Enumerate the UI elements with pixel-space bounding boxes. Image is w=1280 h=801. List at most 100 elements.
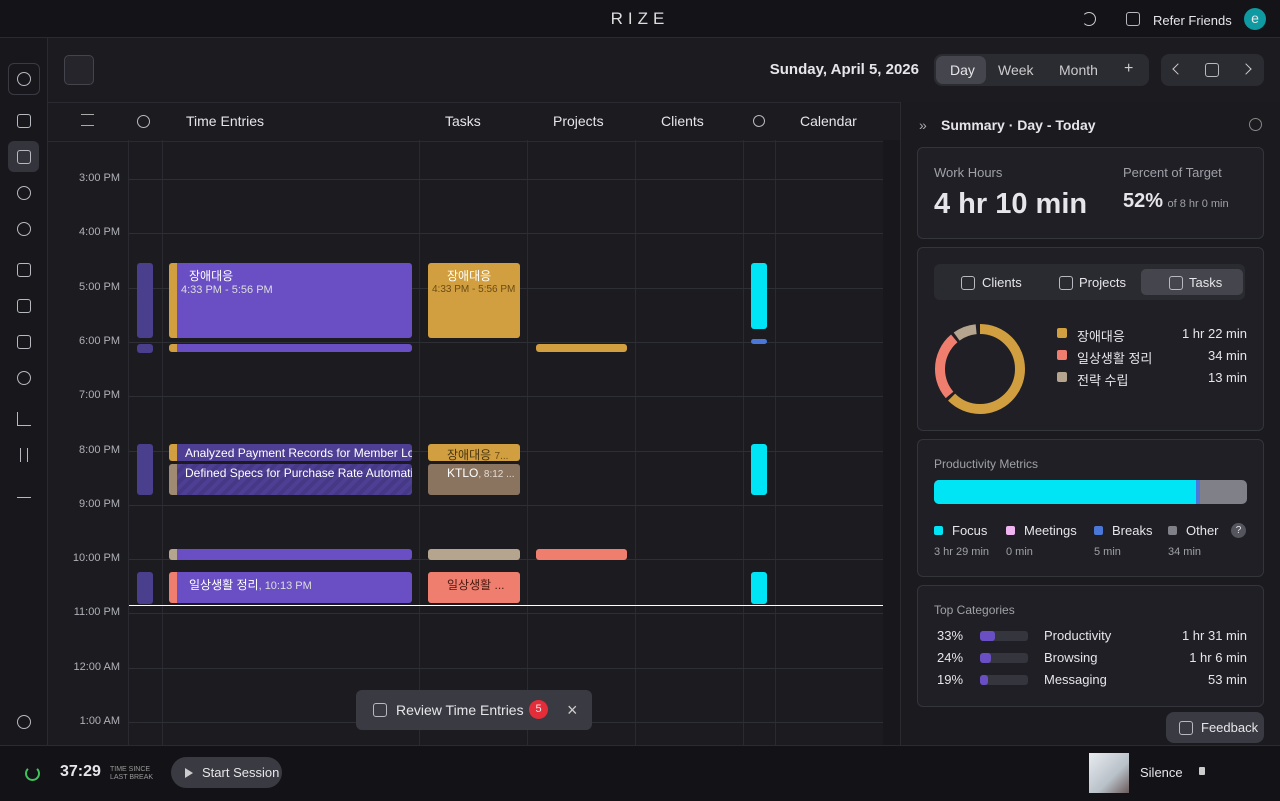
column-projects[interactable]: Projects: [553, 113, 604, 129]
task[interactable]: 일상생활 ...: [428, 572, 520, 603]
time-entry[interactable]: Defined Specs for Purchase Rate Automati: [169, 464, 412, 495]
column-calendar[interactable]: Calendar: [800, 113, 857, 129]
review-label: Review Time Entries: [396, 702, 524, 718]
metric-name: Other: [1186, 523, 1219, 538]
tab-active: [1141, 269, 1243, 295]
filter-button[interactable]: [64, 55, 94, 85]
time-entry[interactable]: [169, 549, 412, 560]
avatar[interactable]: e: [1244, 8, 1266, 30]
task-title-text: KTLO: [447, 466, 479, 480]
music-title: Silence: [1140, 765, 1183, 780]
project: [536, 344, 627, 352]
start-session[interactable]: Start Session: [171, 757, 282, 788]
time-entry[interactable]: Analyzed Payment Records for Member Lo: [169, 444, 412, 461]
category-time: 1 hr 31 min: [1181, 628, 1247, 643]
menu-icon[interactable]: [81, 114, 94, 126]
volume-icon[interactable]: [1199, 767, 1205, 775]
metric-time: 3 hr 29 min: [934, 546, 990, 558]
time-label: 3:00 PM: [79, 172, 120, 184]
current-time-line: [129, 605, 883, 606]
power-icon[interactable]: [25, 766, 40, 781]
nav-icon[interactable]: [17, 412, 31, 426]
nav-icon[interactable]: [17, 484, 31, 498]
nav-icon[interactable]: [17, 114, 31, 128]
entry-time: 4:33 PM - 5:56 PM: [181, 284, 273, 296]
tab-projects[interactable]: Projects: [1079, 275, 1126, 290]
category-track: [980, 631, 1028, 641]
task[interactable]: [428, 549, 520, 560]
help[interactable]: ?: [1231, 523, 1246, 538]
nav-calendar-active[interactable]: [8, 141, 39, 172]
nav-icon[interactable]: [17, 371, 31, 385]
swatch: [1168, 526, 1177, 535]
view-day[interactable]: Day: [950, 62, 975, 78]
task-time: , 8:12 ...: [478, 469, 515, 480]
nav-icon[interactable]: [17, 150, 31, 164]
view-month[interactable]: Month: [1059, 62, 1098, 78]
feedback-icon: [1179, 721, 1193, 735]
task-time: 4:33 PM - 5:56 PM: [432, 284, 516, 295]
column-tasks[interactable]: Tasks: [445, 113, 481, 129]
task-title: KTLO, 8:12 ...: [447, 466, 514, 480]
metrics-card: Productivity Metrics Focus 3 hr 29 min M…: [917, 439, 1264, 577]
category-track: [980, 653, 1028, 663]
column-time-entries[interactable]: Time Entries: [186, 113, 265, 129]
add-view[interactable]: +: [1124, 60, 1134, 77]
column-clients[interactable]: Clients: [661, 113, 704, 129]
nav-icon[interactable]: [20, 448, 28, 462]
start-label: Start Session: [202, 765, 280, 780]
time-entry[interactable]: 일상생활 정리, 10:13 PM: [169, 572, 412, 603]
feedback-button[interactable]: Feedback: [1166, 712, 1264, 743]
close-toast[interactable]: ×: [567, 700, 578, 720]
tab-tasks[interactable]: Tasks: [1189, 275, 1223, 290]
column-divider: [419, 140, 420, 745]
nav-profile[interactable]: [8, 63, 40, 95]
entry-title: Defined Specs for Purchase Rate Automati: [185, 466, 412, 480]
entry-title: 일상생활 정리, 10:13 PM: [189, 576, 312, 593]
task[interactable]: 장애대응 4:33 PM - 5:56 PM: [428, 263, 520, 338]
time-label: 5:00 PM: [79, 280, 120, 293]
metrics-bar: [934, 480, 1247, 504]
tab-clients[interactable]: Clients: [982, 275, 1022, 290]
summary-settings[interactable]: [1249, 118, 1262, 131]
collapse-icon[interactable]: »: [919, 117, 927, 133]
nav-icon[interactable]: [17, 263, 31, 277]
calendar-picker[interactable]: [1205, 63, 1219, 77]
donut-segment: [935, 324, 1025, 414]
task-title: 장애대응 7...: [447, 446, 508, 461]
time-label: 6:00 PM: [79, 334, 120, 347]
tab-icon: [961, 276, 975, 290]
refer-friends[interactable]: Refer Friends: [1153, 13, 1232, 28]
column-divider: [527, 140, 528, 745]
task-time: 7...: [494, 451, 509, 461]
swatch: [1094, 526, 1103, 535]
task[interactable]: 장애대응 7...: [428, 444, 520, 461]
timer: 37:29: [60, 763, 101, 780]
theme-toggle[interactable]: [1082, 12, 1096, 26]
nav-icon[interactable]: [17, 222, 31, 236]
focus-bar: [751, 263, 767, 329]
task-title: 장애대응: [447, 269, 492, 283]
time-entry[interactable]: [169, 344, 412, 352]
view-week[interactable]: Week: [998, 62, 1034, 78]
breaks-segment: [1196, 480, 1200, 504]
since-label: TIME SINCE LAST BREAK: [110, 766, 153, 782]
summary-title: Summary · Day - Today: [941, 117, 1096, 133]
metric-time: 34 min: [1168, 546, 1202, 558]
nav-icon[interactable]: [17, 72, 31, 86]
metric-name: Focus: [952, 523, 988, 538]
nav-icon[interactable]: [17, 335, 31, 349]
nav-settings[interactable]: [17, 715, 31, 729]
nav-icon[interactable]: [17, 186, 31, 200]
entry-bar: [137, 444, 153, 495]
legend-name: 전략 수립: [1077, 373, 1129, 388]
since-line: LAST BREAK: [110, 774, 154, 781]
column-divider: [128, 140, 129, 745]
legend-time: 34 min: [1207, 348, 1247, 363]
time-label: 8:00 PM: [79, 443, 120, 456]
time-entry[interactable]: 장애대응 4:33 PM - 5:56 PM: [169, 263, 412, 338]
task[interactable]: KTLO, 8:12 ...: [428, 464, 520, 495]
review-toast[interactable]: Review Time Entries 5 ×: [356, 690, 592, 730]
nav-icon[interactable]: [17, 299, 31, 313]
project: [536, 549, 627, 560]
